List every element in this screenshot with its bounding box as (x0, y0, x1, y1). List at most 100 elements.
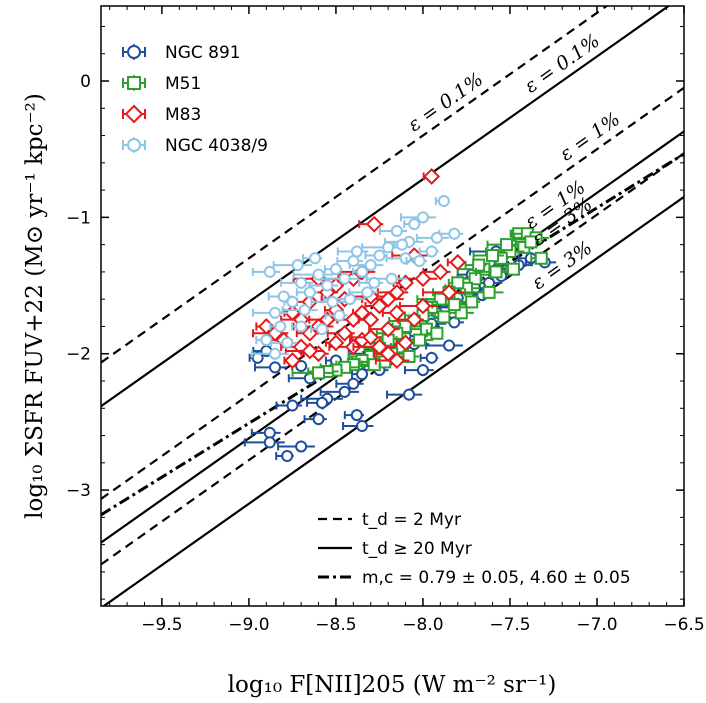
point-3-25 (302, 252, 323, 265)
point-0-32 (277, 440, 315, 453)
y-axis-title: log₁₀ ΣSFR FUV+22 (M⊙ yr⁻¹ kpc⁻²) (22, 93, 48, 519)
point-3-4 (378, 225, 408, 237)
point-0-31 (275, 399, 303, 412)
point-3-29 (310, 295, 346, 308)
point-3-39 (358, 276, 384, 289)
point-0-39 (306, 396, 332, 409)
point-2-28 (373, 345, 397, 363)
model-line-5 (101, 196, 684, 606)
point-3-18 (280, 276, 314, 289)
axis-ticks: −9.5 −9.0 −8.5 −8.0 −7.5 −7.0 −6.5 0 −1 −2 −3 (66, 6, 705, 635)
point-3-41 (269, 320, 287, 333)
point-3-14 (323, 263, 343, 276)
legend-label-0: NGC 891 (165, 43, 241, 63)
point-2-19 (283, 352, 301, 369)
point-0-15 (403, 364, 434, 377)
x-tick-label-5: −7.0 (576, 615, 617, 635)
point-3-2 (399, 211, 437, 224)
point-3-37 (415, 231, 449, 244)
point-2-29 (374, 352, 410, 369)
point-2-43 (284, 342, 325, 360)
line-label-1: ε = 1% (556, 108, 625, 165)
point-3-16 (292, 268, 334, 281)
point-1-43 (464, 285, 504, 299)
y-tick-label-3: −3 (66, 481, 91, 501)
point-3-36 (405, 255, 428, 267)
line-legend-label-2: m,c = 0.79 ± 0.05, 4.60 ± 0.05 (362, 568, 631, 588)
point-0-26 (342, 420, 374, 432)
model-line-6 (101, 152, 684, 517)
point-3-0 (434, 195, 450, 207)
legend-marker-1 (127, 76, 141, 90)
legend-label-1: M51 (165, 74, 201, 94)
legend-marker-3 (127, 138, 141, 152)
point-3-3 (403, 218, 421, 231)
line-style-legend: t_d = 2 Myr t_d ≥ 20 Myr m,c = 0.79 ± 0.05… (318, 510, 631, 588)
point-3-23 (251, 265, 281, 278)
point-2-45 (368, 320, 400, 338)
point-3-32 (251, 347, 289, 360)
x-tick-label-4: −7.5 (489, 615, 530, 635)
point-0-23 (335, 377, 364, 390)
point-3-34 (348, 286, 379, 299)
point-0-35 (243, 436, 285, 449)
point-1-41 (425, 326, 444, 340)
point-1-37 (475, 265, 509, 279)
point-2-1 (358, 215, 384, 233)
plot-frame (100, 5, 685, 607)
point-3-11 (352, 265, 369, 278)
x-tick-label-3: −8.0 (402, 615, 443, 635)
point-1-30 (433, 310, 451, 324)
point-3-33 (310, 323, 329, 336)
point-3-20 (267, 290, 293, 303)
point-1-38 (504, 262, 520, 276)
point-3-31 (270, 336, 297, 349)
point-1-27 (291, 366, 335, 380)
point-2-3 (446, 253, 467, 271)
point-2-26 (350, 328, 383, 346)
point-2-44 (357, 311, 380, 329)
point-2-27 (352, 338, 396, 356)
legend-label-2: M83 (165, 105, 201, 125)
legend-marker-2 (124, 104, 144, 124)
point-2-0 (422, 168, 441, 185)
x-tick-label-6: −6.5 (663, 615, 704, 635)
point-2-41 (324, 334, 345, 352)
y-tick-label-0: 0 (80, 72, 91, 92)
legend: NGC 891 M51 M83 NGC 4038/9 (122, 43, 268, 156)
point-2-47 (381, 304, 406, 322)
x-axis-title: log₁₀ F[NII]205 (W m⁻² sr⁻¹) (228, 672, 557, 698)
point-0-34 (250, 426, 281, 439)
point-0-14 (419, 351, 439, 364)
legend-marker-0 (127, 45, 141, 59)
legend-entry-0: NGC 891 (122, 43, 241, 63)
point-3-38 (393, 238, 409, 251)
y-tick-label-1: −1 (66, 208, 91, 228)
line-label-0: ε = 0.1% (404, 68, 487, 136)
point-3-1 (438, 227, 464, 240)
point-0-25 (343, 409, 365, 422)
point-0-28 (303, 413, 327, 426)
point-0-33 (275, 450, 294, 462)
point-0-22 (351, 368, 369, 381)
point-3-24 (272, 259, 313, 272)
point-3-40 (281, 304, 318, 317)
x-tick-label-0: −9.5 (141, 615, 182, 635)
line-label-3: ε = 0.1% (521, 30, 604, 98)
point-2-31 (397, 311, 424, 329)
point-1-40 (431, 298, 468, 312)
point-0-13 (425, 339, 463, 352)
line-legend-label-1: t_d ≥ 20 Myr (362, 539, 472, 559)
point-1-7 (472, 249, 504, 263)
point-2-4 (422, 263, 451, 281)
data-points (243, 168, 557, 462)
point-3-28 (324, 309, 348, 322)
point-0-37 (254, 361, 288, 374)
legend-entry-2: M83 (122, 104, 201, 125)
point-2-11 (352, 304, 371, 322)
legend-label-3: NGC 4038/9 (165, 136, 268, 156)
point-3-26 (336, 245, 369, 258)
y-tick-label-2: −2 (66, 345, 91, 365)
point-3-22 (255, 334, 273, 347)
